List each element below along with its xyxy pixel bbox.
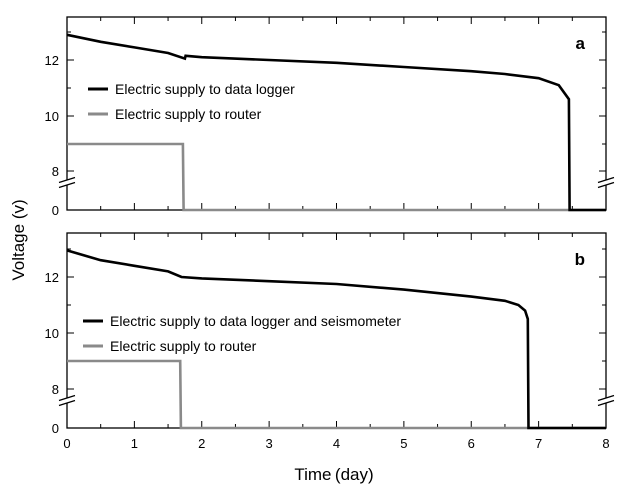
panel-label: a (576, 34, 586, 53)
x-tick-label: 1 (131, 436, 138, 451)
y-axis-label: Voltage (v) (9, 199, 28, 280)
x-tick-label: 2 (198, 436, 205, 451)
y-tick-label: 12 (45, 53, 59, 68)
axis-break-mark (58, 399, 76, 407)
legend-label: Electric supply to data logger and seism… (110, 313, 401, 329)
y-tick-label: 8 (52, 382, 59, 397)
series-line-router (67, 359, 606, 430)
y-tick-label: 12 (45, 270, 59, 285)
y-tick-label: 0 (52, 203, 59, 218)
x-tick-label: 6 (468, 436, 475, 451)
axis-break-mark (58, 394, 76, 402)
series-line-logger (66, 33, 606, 212)
legend-label: Electric supply to data logger (115, 81, 295, 97)
axis-break-gap (59, 397, 75, 404)
axis-break-mark (597, 176, 615, 184)
series-line-router (67, 142, 606, 212)
x-tick-label: 3 (266, 436, 273, 451)
y-tick-label: 10 (45, 109, 59, 124)
axis-break-gap (59, 179, 75, 186)
series-line-logger (66, 249, 606, 430)
legend-label: Electric supply to router (110, 338, 257, 354)
axis-break-mark (58, 181, 76, 189)
y-tick-label: 8 (52, 164, 59, 179)
axis-break-mark (597, 394, 615, 402)
panel-a: 0 8 10 12 a Electric supply to data logger Ele… (45, 16, 615, 218)
x-tick-label: 8 (602, 436, 609, 451)
panel-label: b (575, 250, 585, 269)
x-tick-label: 4 (333, 436, 340, 451)
x-axis-label: Time (day) (294, 465, 373, 484)
axis-break-mark (597, 399, 615, 407)
plot-frame (66, 232, 607, 429)
x-tick-label: 5 (400, 436, 407, 451)
axis-break-gap (598, 397, 614, 404)
axis-break-gap (598, 179, 614, 186)
x-tick-label: 7 (535, 436, 542, 451)
axis-break-mark (58, 176, 76, 184)
axis-break-mark (597, 181, 615, 189)
y-tick-label: 10 (45, 326, 59, 341)
x-tick-label: 0 (63, 436, 70, 451)
y-tick-label: 0 (52, 421, 59, 436)
legend-label: Electric supply to router (115, 106, 262, 122)
